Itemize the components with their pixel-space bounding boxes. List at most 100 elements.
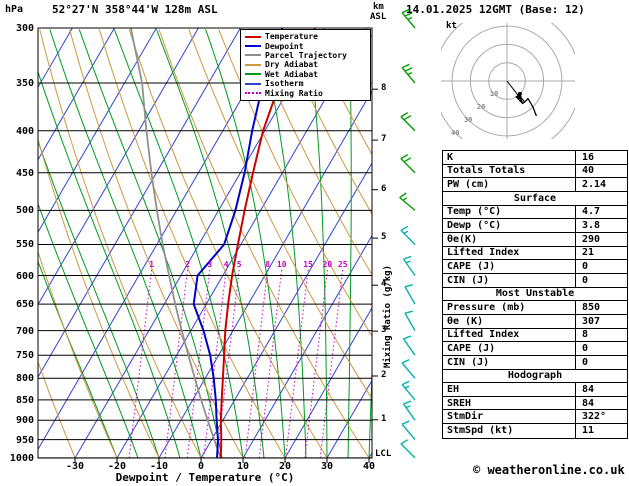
- sounding-indices-table: K 16 Totals Totals 40 PW (cm) 2.14 Surface Temp…: [442, 150, 628, 439]
- table-row: CIN (J) 0: [443, 273, 627, 288]
- table-row-label: Temp (°C): [447, 206, 502, 218]
- km-tick-label: 4: [381, 279, 387, 290]
- legend-label: Isotherm: [265, 79, 304, 89]
- table-row-value: 84: [575, 396, 627, 410]
- table-row-label: SREH: [447, 397, 472, 409]
- table-row: StmDir 322°: [443, 410, 627, 425]
- pressure-tick-label: 550: [15, 239, 34, 251]
- table-row-label: Lifted Index: [447, 329, 520, 341]
- table-row: StmSpd (kt) 11: [443, 424, 627, 438]
- km-tick-label: 1: [381, 413, 387, 424]
- table-row-value: 8: [575, 328, 627, 342]
- table-row: θe (K) 307: [443, 314, 627, 329]
- table-row-value: 4.7: [575, 205, 627, 219]
- pressure-tick-label: 1000: [9, 452, 34, 464]
- hodograph-unit-label: kt: [446, 21, 457, 31]
- km-tick-label: 5: [381, 232, 387, 243]
- table-row: Dewp (°C) 3.8: [443, 219, 627, 233]
- table-row-value: 0: [575, 260, 627, 273]
- table-row: Temp (°C) 4.7: [443, 205, 627, 220]
- table-row-label: θe (K): [447, 315, 484, 327]
- legend-label: Temperature: [265, 32, 318, 42]
- pressure-tick-label: 450: [15, 167, 34, 179]
- table-row: SREH 84: [443, 396, 627, 411]
- mixing-ratio-value-label: 1: [149, 260, 155, 269]
- legend-swatch-temperature-line: [245, 35, 261, 38]
- legend-item: Parcel Trajectory: [245, 51, 370, 60]
- pressure-tick-label: 500: [15, 205, 34, 217]
- table-row-label: CAPE (J): [447, 343, 496, 355]
- km-tick-label: 6: [381, 183, 387, 194]
- table-row-label: Totals Totals: [447, 165, 526, 177]
- mixing-ratio-value-label: 8: [265, 260, 271, 269]
- table-row: Pressure (mb) 850: [443, 301, 627, 315]
- temperature-tick-label: 40: [362, 461, 376, 472]
- pressure-tick-label: 400: [15, 125, 34, 137]
- km-tick-label: 3: [381, 325, 387, 336]
- legend-item: Dry Adiabat: [245, 60, 370, 69]
- legend-label: Dry Adiabat: [265, 60, 318, 70]
- hodograph-ring-label: 40: [451, 128, 460, 137]
- table-row: CIN (J) 0: [443, 355, 627, 370]
- table-row: Lifted Index 21: [443, 246, 627, 261]
- table-row-value: 307: [575, 314, 627, 328]
- table-row-label: Dewp (°C): [447, 220, 502, 232]
- table-row-value: 40: [575, 164, 627, 178]
- table-row-value: 21: [575, 246, 627, 260]
- pressure-tick-label: 700: [15, 325, 34, 337]
- table-row: Lifted Index 8: [443, 328, 627, 343]
- table-row-label: K: [447, 151, 454, 163]
- table-row: Totals Totals 40: [443, 164, 627, 179]
- table-row-label: EH: [447, 383, 460, 395]
- table-row-label: Lifted Index: [447, 247, 520, 259]
- pressure-tick-label: 750: [15, 350, 34, 362]
- pressure-tick-label: 800: [15, 373, 34, 385]
- table-row-label: StmSpd (kt): [447, 425, 514, 437]
- pressure-tick-label: 600: [15, 270, 34, 282]
- legend-item: Wet Adiabat: [245, 70, 370, 79]
- table-row-value: 3.8: [575, 219, 627, 232]
- table-row-value: 290: [575, 232, 627, 246]
- pressure-tick-label: 850: [15, 394, 34, 406]
- mixing-ratio-value-label: 25: [337, 260, 348, 269]
- table-row-value: 0: [575, 342, 627, 355]
- pressure-axis-unit: hPa: [5, 4, 24, 15]
- hodograph-ring-label: 30: [463, 115, 473, 124]
- hodograph-ring-label: 20: [476, 102, 486, 111]
- table-row-value: 2.14: [575, 178, 627, 191]
- table-row-label: CIN (J): [447, 274, 490, 286]
- table-row-label: θe(K): [447, 233, 478, 245]
- legend-swatch-dry-adiabat-line: [245, 63, 261, 66]
- table-row: CAPE (J) 0: [443, 260, 627, 274]
- table-row: θe(K) 290: [443, 232, 627, 247]
- legend-swatch-dewpoint-line: [245, 45, 261, 48]
- altitude-axis-unit-km: km: [373, 2, 384, 12]
- pressure-tick-label: 950: [15, 434, 34, 446]
- station-title: 52°27'N 358°44'W 128m ASL: [52, 3, 218, 16]
- mixing-ratio-value-label: 3: [207, 260, 213, 269]
- legend-label: Wet Adiabat: [265, 69, 318, 79]
- legend-label: Parcel Trajectory: [265, 50, 347, 60]
- legend-item: Dewpoint: [245, 41, 370, 51]
- pressure-tick-label: 350: [15, 78, 34, 90]
- table-row-label: PW (cm): [447, 179, 490, 191]
- table-row: CAPE (J) 0: [443, 342, 627, 356]
- x-axis-label: Dewpoint / Temperature (°C): [115, 471, 295, 484]
- table-row-label: Pressure (mb): [447, 302, 526, 314]
- legend-item: Isotherm: [245, 79, 370, 88]
- table-section-header: Hodograph: [443, 370, 627, 384]
- pressure-tick-label: 900: [15, 415, 34, 427]
- copyright: © weatheronline.co.uk: [473, 463, 625, 477]
- legend-item: Temperature: [245, 32, 370, 41]
- table-section-header: Surface: [443, 192, 627, 206]
- mixing-ratio-axis-label: Mixing Ratio (g/kg): [383, 265, 393, 368]
- pressure-tick-label: 650: [15, 299, 34, 311]
- km-tick-label: 8: [381, 83, 387, 94]
- temperature-tick-label: -30: [65, 461, 85, 472]
- pressure-tick-label: 300: [15, 23, 34, 34]
- mixing-ratio-value-label: 15: [303, 260, 313, 269]
- legend-swatch-wet-adiabat-line: [245, 73, 261, 76]
- chart-legend: Temperature Dewpoint Parcel Trajectory Dry …: [240, 29, 371, 101]
